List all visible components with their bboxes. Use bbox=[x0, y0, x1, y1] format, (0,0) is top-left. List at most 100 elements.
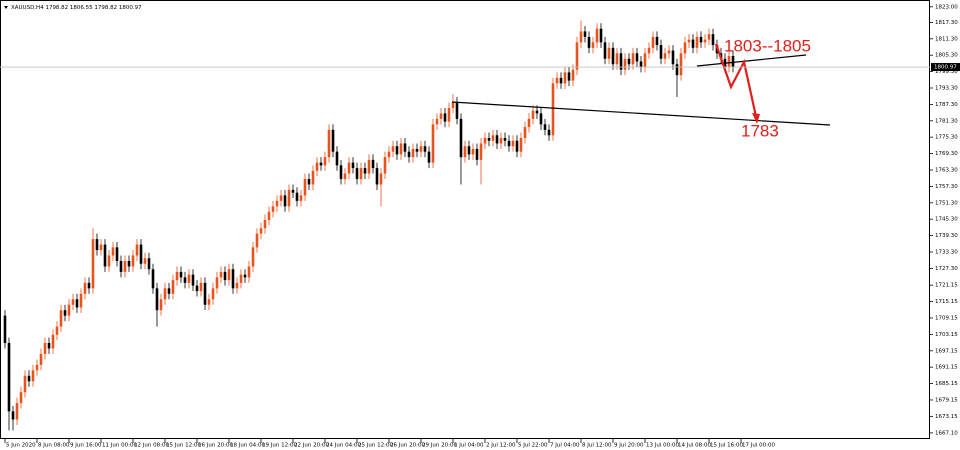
candle-body bbox=[75, 299, 79, 308]
candle-body bbox=[655, 36, 659, 46]
candle-body bbox=[623, 58, 627, 70]
candle-body bbox=[583, 31, 587, 37]
x-tick-label: 13 Jul 00:00 bbox=[646, 443, 679, 449]
trendline bbox=[451, 101, 831, 126]
candle-body bbox=[283, 195, 287, 207]
y-tick-label: 1817.30 bbox=[935, 20, 958, 26]
candle-body bbox=[83, 282, 87, 294]
candle-body bbox=[547, 129, 551, 136]
candle-body bbox=[31, 370, 35, 382]
candle-body bbox=[55, 326, 59, 335]
candle-body bbox=[659, 45, 663, 59]
candle-body bbox=[203, 282, 207, 305]
candle-body bbox=[415, 148, 419, 152]
candle-body bbox=[227, 269, 231, 281]
y-tick-label: 1727.30 bbox=[935, 266, 958, 272]
candle-body bbox=[271, 206, 275, 212]
candle-body bbox=[519, 138, 523, 152]
candle-body bbox=[155, 288, 159, 311]
candle-body bbox=[687, 39, 691, 43]
candle-body bbox=[523, 127, 527, 139]
candle-body bbox=[207, 299, 211, 305]
candle-body bbox=[499, 138, 503, 144]
candle-body bbox=[479, 143, 483, 160]
candle-body bbox=[407, 151, 411, 158]
candle-body bbox=[495, 135, 499, 144]
candle-body bbox=[611, 47, 615, 65]
candle-body bbox=[355, 168, 359, 180]
candle-body bbox=[387, 151, 391, 158]
candle-body bbox=[351, 162, 355, 169]
price-label-box bbox=[931, 63, 960, 72]
candle-body bbox=[683, 42, 687, 54]
candle-body bbox=[223, 271, 227, 281]
candle-body bbox=[651, 36, 655, 48]
candle-body bbox=[59, 310, 63, 327]
candle-body bbox=[219, 271, 223, 278]
x-tick-label: 29 Jun 20:00 bbox=[422, 443, 457, 449]
candle-body bbox=[679, 53, 683, 76]
candle-body bbox=[167, 288, 171, 294]
candle-body bbox=[211, 288, 215, 300]
forecast-path bbox=[714, 43, 759, 122]
candle-body bbox=[551, 83, 555, 136]
candle-body bbox=[667, 50, 671, 54]
candle-body bbox=[303, 179, 307, 196]
candle-body bbox=[631, 53, 635, 65]
candle-body bbox=[171, 280, 175, 294]
plot-frame bbox=[0, 0, 930, 439]
candle-body bbox=[291, 189, 295, 193]
y-tick-label: 1703.15 bbox=[935, 332, 958, 338]
chart-title: XAUUSD,H4 1798.82 1806.55 1798.82 1800.9… bbox=[11, 5, 142, 11]
x-tick-label: 19 Jun 12:00 bbox=[262, 443, 297, 449]
candle-body bbox=[319, 162, 323, 166]
candle-body bbox=[483, 138, 487, 144]
candle-body bbox=[127, 260, 131, 267]
candle-body bbox=[695, 36, 699, 48]
candle-body bbox=[39, 353, 43, 365]
candle-body bbox=[675, 64, 679, 76]
x-tick-label: 11 Jun 00:00 bbox=[102, 443, 137, 449]
candle-body bbox=[139, 244, 143, 264]
x-tick-label: 7 Jul 04:00 bbox=[550, 443, 580, 449]
candle-body bbox=[587, 36, 591, 48]
y-tick-label: 1667.10 bbox=[935, 430, 958, 436]
candle-body bbox=[71, 299, 75, 305]
candle-body bbox=[23, 375, 27, 393]
candle-body bbox=[403, 143, 407, 152]
candle-body bbox=[375, 168, 379, 185]
candle-body bbox=[111, 247, 115, 256]
candle-body bbox=[259, 228, 263, 234]
marks bbox=[3, 20, 735, 431]
candle-body bbox=[367, 159, 371, 174]
candle-body bbox=[179, 271, 183, 278]
candle-body bbox=[243, 274, 247, 278]
candle-body bbox=[107, 255, 111, 267]
candle-body bbox=[571, 69, 575, 81]
candle-body bbox=[603, 42, 607, 59]
candle-body bbox=[287, 189, 291, 207]
x-tick-label: 25 Jun 12:00 bbox=[358, 443, 393, 449]
x-tick-label: 8 Jul 12:00 bbox=[582, 443, 612, 449]
candle-body bbox=[635, 53, 639, 62]
y-tick-label: 1673.15 bbox=[935, 414, 958, 420]
x-tick-label: 2 Jul 12:00 bbox=[486, 443, 516, 449]
candle-body bbox=[131, 255, 135, 267]
candle-body bbox=[151, 269, 155, 289]
candle-body bbox=[559, 77, 563, 84]
candle-body bbox=[503, 138, 507, 141]
y-tick-label: 1769.30 bbox=[935, 151, 958, 157]
candle-body bbox=[703, 39, 707, 43]
annotation: 1803--1805 bbox=[724, 36, 811, 55]
candle-body bbox=[727, 56, 731, 67]
candle-body bbox=[691, 39, 695, 48]
x-tick-label: 18 Jun 04:00 bbox=[230, 443, 265, 449]
y-tick-label: 1709.15 bbox=[935, 315, 958, 321]
candle-body bbox=[91, 239, 95, 289]
x-tick-label: 15 Jul 16:00 bbox=[710, 443, 743, 449]
candle-body bbox=[391, 146, 395, 152]
candle-body bbox=[27, 375, 31, 382]
candle-body bbox=[275, 200, 279, 207]
